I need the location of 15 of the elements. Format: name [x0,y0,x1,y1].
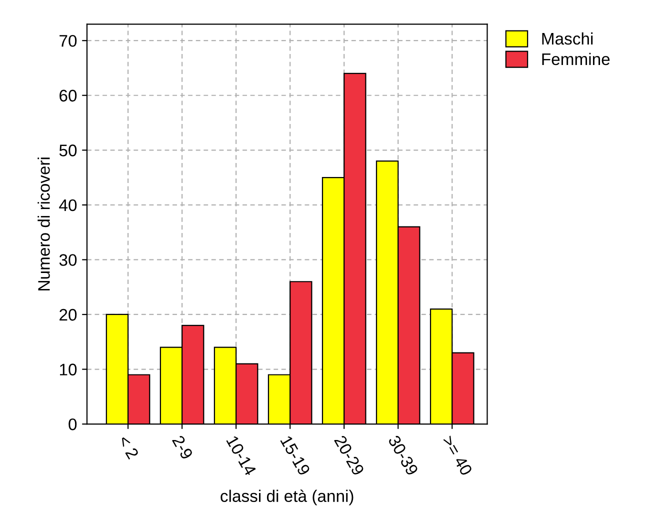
x-tick-label: 2-9 [172,434,194,460]
y-tick-label: 50 [59,144,77,156]
y-tick-label: 0 [68,418,77,430]
legend-label: Maschi [542,32,593,45]
y-tick-label: 70 [60,34,77,47]
y-tick-label: 20 [60,308,77,321]
y-tick-label: 40 [59,199,77,212]
y-tick-label: 30 [59,254,77,266]
legend-label: Femmine [542,52,610,66]
y-tick-label: 10 [60,364,77,376]
y-tick-label: 60 [60,90,77,102]
y-axis-title: Numero di ricoveri [38,158,50,290]
x-tick-label: >= 40 [442,434,473,476]
x-axis-title: classi di età (anni) [220,490,354,506]
x-tick-label: < 2 [118,434,140,460]
